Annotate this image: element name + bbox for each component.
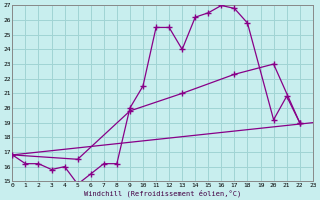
X-axis label: Windchill (Refroidissement éolien,°C): Windchill (Refroidissement éolien,°C) [84, 189, 241, 197]
